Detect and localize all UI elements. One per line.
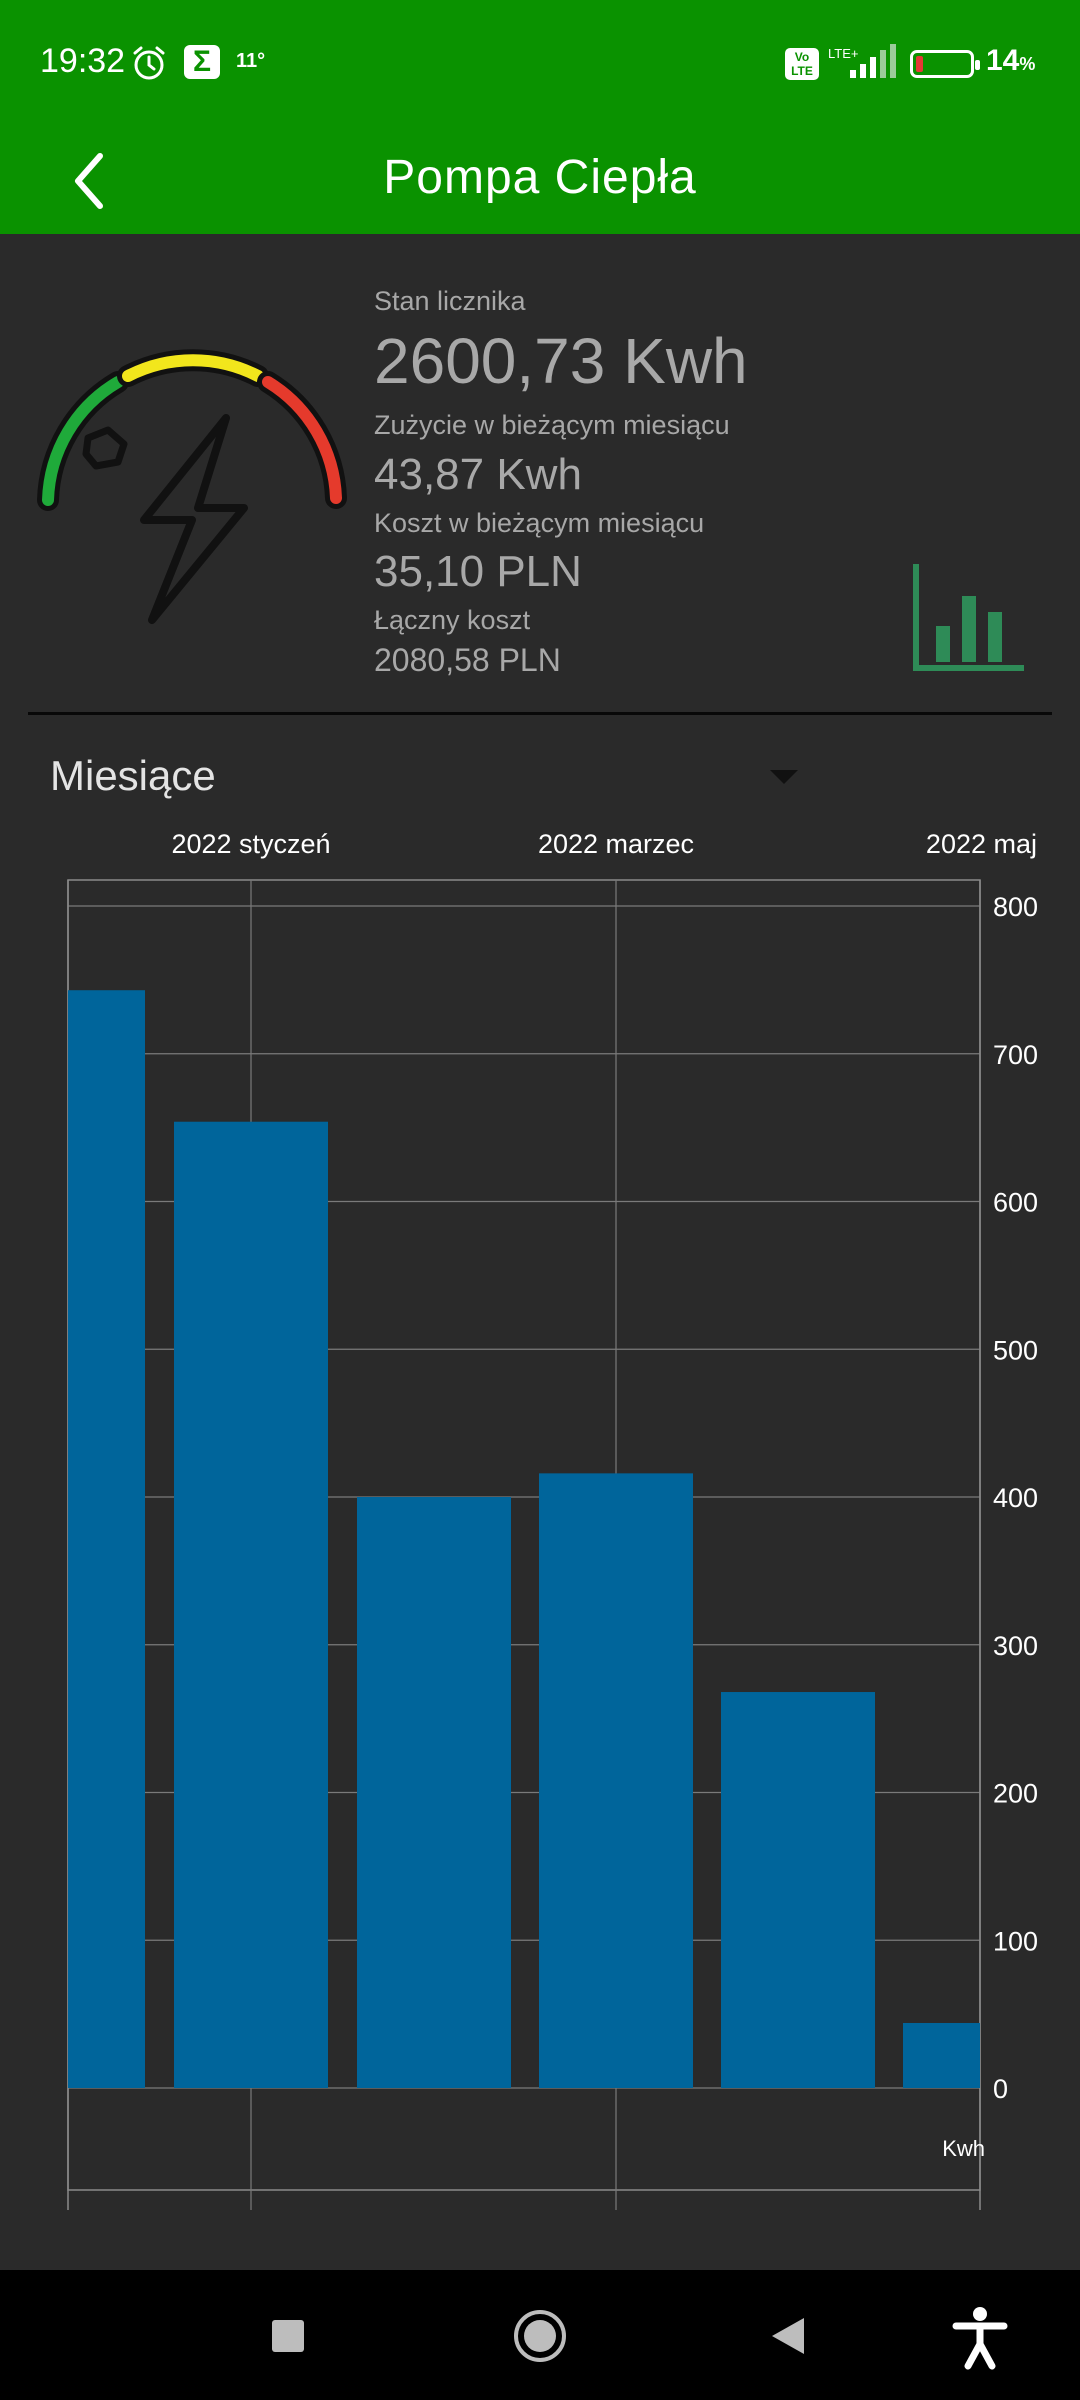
energy-gauge-icon (37, 349, 347, 624)
y-tick-label: 800 (993, 892, 1038, 922)
cost-label: Koszt w bieżącym miesiącu (374, 508, 705, 538)
sigma-app-icon: Σ (184, 45, 220, 79)
total-cost-label: Łączny koszt (374, 605, 531, 635)
y-tick-label: 400 (993, 1483, 1038, 1513)
status-bar: 19:32 Σ 11° Vo LTE LTE+ 14% (0, 0, 1080, 128)
monthly-usage-chart: 0 100 200 300 400 500 600 700 800 2022 styczeń 202… (67, 829, 1038, 2210)
bar (174, 1121, 328, 2088)
y-tick-label: 700 (993, 1040, 1038, 1070)
y-tick-label: 0 (993, 2074, 1008, 2104)
bar (357, 1497, 511, 2088)
status-time: 19:32 (40, 42, 126, 80)
meter-value: 2600,73 Kwh (374, 325, 748, 397)
status-temperature: 11° (236, 50, 266, 72)
recents-button[interactable] (268, 2316, 308, 2356)
chart-labels: 0 100 200 300 400 500 600 700 800 2022 styczeń 202… (171, 829, 1038, 2161)
y-tick-label: 100 (993, 1926, 1038, 1956)
battery-level-fill (916, 56, 923, 72)
meter-label: Stan licznika (374, 286, 526, 316)
back-nav-button[interactable] (768, 2314, 808, 2358)
alarm-icon (133, 46, 165, 80)
back-button[interactable] (60, 146, 120, 216)
battery-icon (910, 50, 980, 78)
bar (539, 1473, 693, 2088)
navigation-bar (0, 2270, 1080, 2400)
usage-label: Zużycie w bieżącym miesiącu (374, 410, 730, 440)
period-dropdown[interactable]: Miesiące (50, 752, 216, 799)
volte-icon: Vo LTE (785, 48, 819, 80)
network-type: LTE+ (828, 46, 859, 61)
y-axis-unit-label: Kwh (942, 2136, 985, 2161)
bar (721, 1692, 875, 2088)
x-top-label: 2022 styczeń (171, 829, 330, 859)
y-tick-label: 300 (993, 1631, 1038, 1661)
battery-percent: 14% (986, 44, 1036, 77)
y-tick-label: 500 (993, 1335, 1038, 1365)
page-title: Pompa Ciepła (383, 151, 697, 204)
usage-value: 43,87 Kwh (374, 450, 582, 499)
accessibility-button[interactable] (950, 2306, 1010, 2370)
y-tick-label: 200 (993, 1779, 1038, 1809)
x-top-label: 2022 maj (926, 829, 1037, 859)
bar (68, 990, 145, 2088)
bar (903, 2022, 980, 2088)
app-bar: Pompa Ciepła (0, 128, 1080, 234)
chart-bars (68, 990, 980, 2088)
bar-chart-icon[interactable] (910, 562, 1030, 674)
signal-icon (850, 44, 896, 78)
divider (28, 712, 1052, 715)
cost-value: 35,10 PLN (374, 547, 582, 596)
y-tick-label: 600 (993, 1188, 1038, 1218)
home-button[interactable] (512, 2308, 568, 2364)
x-top-label: 2022 marzec (538, 829, 694, 859)
total-cost-value: 2080,58 PLN (374, 642, 561, 678)
chevron-down-icon[interactable] (770, 770, 798, 784)
